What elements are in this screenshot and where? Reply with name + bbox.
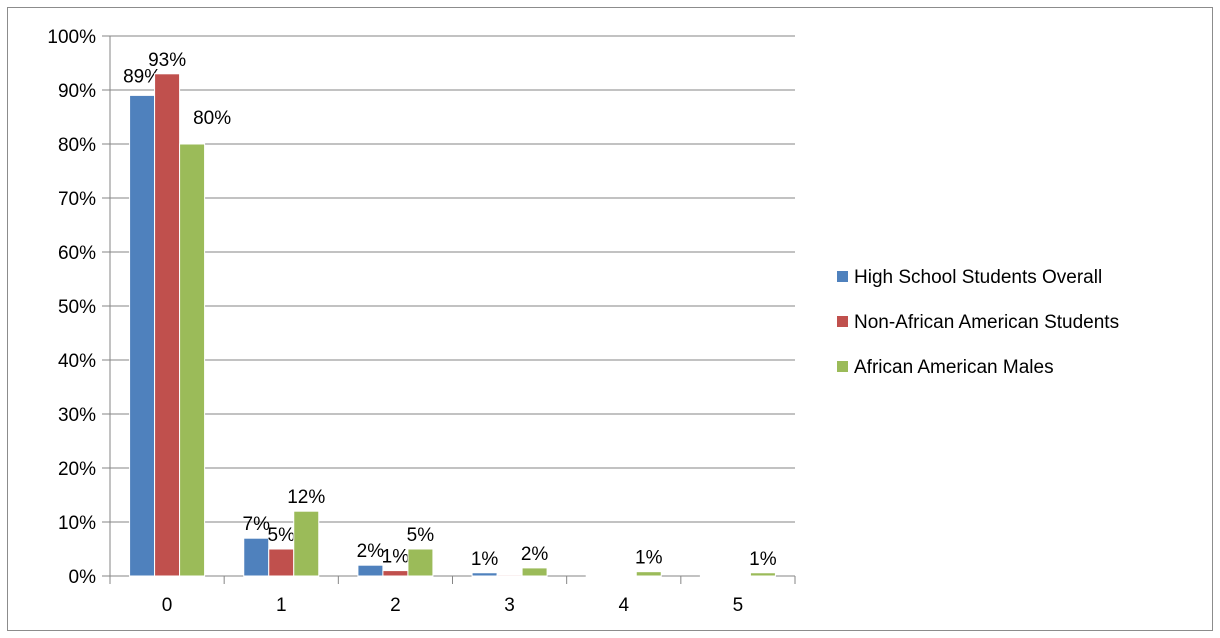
bar-3 — [635, 571, 662, 577]
bar-3 — [749, 572, 776, 577]
legend-swatch — [837, 271, 848, 282]
data-label: 7% — [243, 514, 271, 535]
legend-swatch — [837, 316, 848, 327]
data-label: 2% — [521, 544, 549, 565]
y-tick-label: 0% — [69, 567, 97, 588]
legend-label: High School Students Overall — [854, 267, 1102, 288]
legend-label: Non-African American Students — [854, 312, 1119, 333]
data-label: 2% — [357, 541, 385, 562]
bar-2 — [724, 574, 751, 577]
bar-2 — [154, 73, 181, 577]
x-tick-label: 3 — [504, 595, 515, 616]
y-tick-label: 40% — [58, 351, 96, 372]
data-label: 1% — [471, 549, 499, 570]
bar-1 — [129, 94, 156, 577]
y-tick-label: 90% — [58, 81, 96, 102]
bar-2 — [268, 548, 295, 577]
y-tick-label: 60% — [58, 243, 96, 264]
bar-3 — [407, 548, 434, 577]
data-label: 1% — [635, 548, 663, 569]
bar-1 — [243, 537, 270, 577]
bar-3 — [179, 143, 206, 577]
bar-1 — [585, 574, 612, 577]
y-tick-label: 10% — [58, 513, 96, 534]
bar-2 — [382, 570, 409, 577]
bar-1 — [699, 574, 726, 577]
bar-3 — [293, 510, 320, 577]
y-tick-label: 20% — [58, 459, 96, 480]
bar-2 — [610, 574, 637, 577]
y-tick-label: 70% — [58, 189, 96, 210]
data-label: 89% — [123, 66, 161, 87]
data-label: 1% — [749, 549, 777, 570]
legend-swatch — [837, 361, 848, 372]
y-tick-label: 50% — [58, 297, 96, 318]
x-tick-label: 2 — [390, 595, 401, 616]
bar-1 — [357, 564, 384, 577]
y-tick-label: 100% — [47, 27, 96, 48]
data-label: 12% — [287, 487, 325, 508]
x-tick-label: 1 — [276, 595, 287, 616]
data-label: 80% — [193, 108, 231, 129]
chart-frame — [7, 7, 1213, 631]
x-tick-label: 5 — [733, 595, 744, 616]
x-tick-label: 4 — [618, 595, 629, 616]
data-label: 1% — [382, 547, 410, 568]
y-tick-label: 80% — [58, 135, 96, 156]
data-label: 5% — [268, 525, 296, 546]
data-label: 93% — [148, 50, 186, 71]
data-label: 5% — [407, 525, 435, 546]
legend-label: African American Males — [854, 357, 1054, 378]
x-tick-label: 0 — [162, 595, 173, 616]
y-tick-label: 30% — [58, 405, 96, 426]
bar-1 — [471, 572, 498, 577]
bar-3 — [521, 567, 548, 577]
bar-2 — [496, 574, 523, 577]
